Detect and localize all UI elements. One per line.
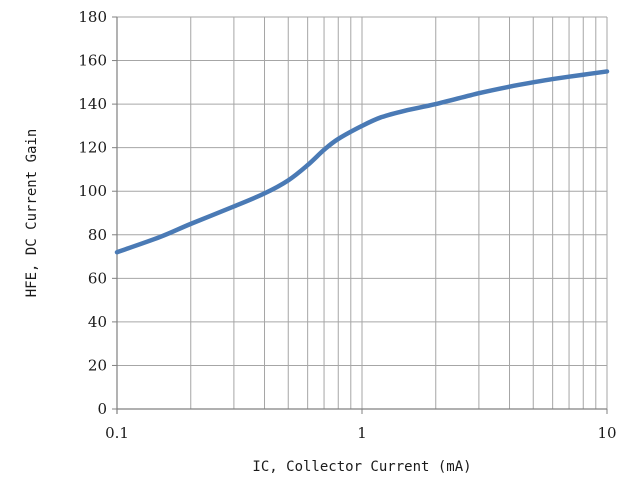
y-tick-label: 20 [88,356,107,374]
y-tick-label: 160 [78,52,107,70]
x-axis-label: IC, Collector Current (mA) [252,459,471,475]
y-tick-label: 40 [88,313,107,331]
tick-labels: 0 20 40 60 80 100 120 140 160 180 0.1 1 10 [78,8,616,442]
series-line [114,69,610,255]
y-tick-label: 0 [97,400,107,418]
grid [112,16,608,414]
series-layer [114,69,610,255]
x-tick-label: 1 [357,424,367,442]
x-tick-label: 10 [597,424,616,442]
y-tick-label: 60 [88,269,107,287]
y-tick-label: 120 [78,139,107,157]
y-tick-label: 100 [78,182,107,200]
y-axis-label: HFE, DC Current Gain [24,129,40,298]
y-tick-label: 180 [78,8,107,26]
x-tick-label: 0.1 [105,424,129,442]
y-tick-label: 80 [88,226,107,244]
y-tick-label: 140 [78,95,107,113]
